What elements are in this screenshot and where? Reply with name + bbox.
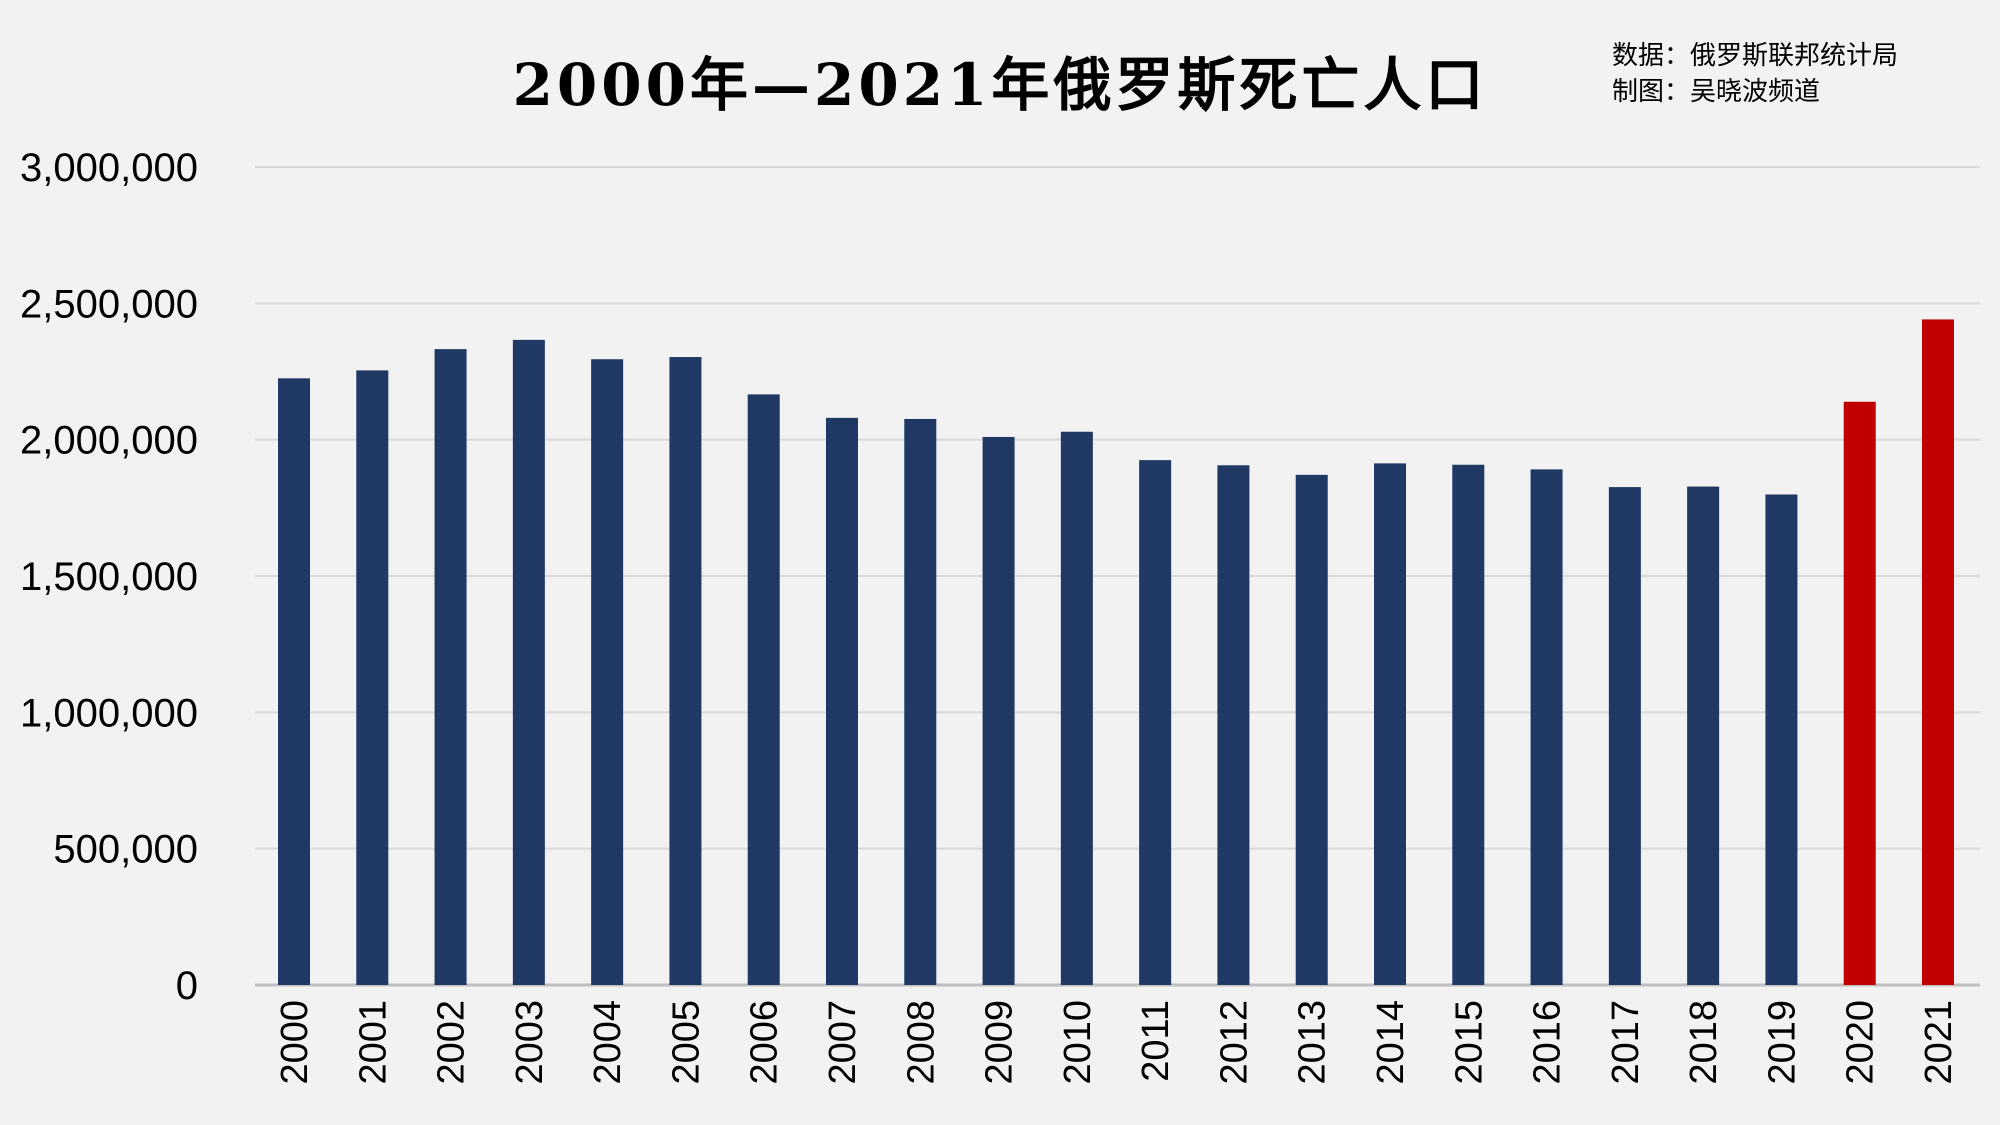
x-tick-label-2001: 2001: [352, 1000, 394, 1085]
bar-2011: [1139, 460, 1172, 985]
x-tick-label-2006: 2006: [744, 1000, 786, 1085]
bar-2003: [512, 339, 545, 985]
x-tick-label-2014: 2014: [1370, 1000, 1412, 1085]
bar-2007: [826, 417, 858, 985]
x-tick-label-2016: 2016: [1527, 1000, 1569, 1085]
y-tick-label: 2,500,000: [20, 282, 198, 326]
x-tick-label-2013: 2013: [1292, 1000, 1334, 1085]
bar-2012: [1217, 465, 1250, 985]
x-tick-label-2021: 2021: [1918, 1000, 1960, 1085]
source-line: 数据：俄罗斯联邦统计局: [1612, 41, 1899, 71]
x-tick-label-2009: 2009: [979, 1000, 1021, 1085]
x-tick-label-2012: 2012: [1213, 1000, 1255, 1085]
bar-2004: [591, 359, 624, 986]
y-tick-label: 1,500,000: [20, 555, 198, 599]
x-tick-label-2019: 2019: [1761, 1000, 1803, 1085]
x-tick-label-2007: 2007: [822, 1000, 864, 1085]
bar-2009: [982, 436, 1015, 985]
bar-2000: [278, 378, 310, 986]
y-tick-label: 2,000,000: [20, 419, 198, 463]
bar-2010: [1060, 431, 1093, 985]
chart-title: 2000年—2021年俄罗斯死亡人口: [512, 51, 1488, 119]
bars: [278, 319, 1954, 986]
x-tick-label-2015: 2015: [1448, 1000, 1490, 1085]
x-tick-label-2011: 2011: [1135, 1000, 1177, 1082]
x-tick-label-2005: 2005: [665, 1000, 707, 1085]
bar-2015: [1452, 464, 1485, 985]
x-axis-tick-labels: 2000 2001 2002 2003 2004 2005 2006 2007 2008 2009…: [274, 1000, 1960, 1085]
bar-2017: [1608, 487, 1641, 985]
bar-2008: [904, 418, 937, 986]
x-tick-label-2020: 2020: [1840, 1000, 1882, 1085]
x-tick-label-2002: 2002: [431, 1000, 473, 1085]
bar-2001: [356, 370, 389, 986]
bar-2018: [1687, 486, 1720, 985]
bar-2005: [669, 357, 702, 985]
source-note: 数据：俄罗斯联邦统计局 制图：吴晓波频道: [1612, 38, 1898, 110]
y-tick-label: 0: [176, 964, 198, 1008]
bar-2013: [1295, 474, 1328, 985]
bar-2002: [434, 349, 467, 985]
x-tick-label-2004: 2004: [587, 1000, 629, 1085]
y-tick-label: 500,000: [53, 828, 198, 872]
x-tick-label-2008: 2008: [900, 1000, 942, 1085]
author-line: 制图：吴晓波频道: [1612, 77, 1821, 107]
bar-2020: [1843, 401, 1876, 985]
bar-2021: [1922, 319, 1954, 985]
x-tick-label-2010: 2010: [1057, 1000, 1099, 1085]
bar-2014: [1374, 463, 1406, 985]
x-tick-label-2017: 2017: [1605, 1000, 1647, 1085]
x-tick-label-2000: 2000: [274, 1000, 316, 1085]
x-tick-label-2003: 2003: [509, 1000, 551, 1085]
y-tick-label: 3,000,000: [20, 146, 198, 190]
x-tick-label-2018: 2018: [1683, 1000, 1725, 1085]
bar-2019: [1765, 494, 1798, 985]
bar-2016: [1530, 469, 1563, 985]
y-axis-tick-labels: 0 500,000 1,000,000 1,500,000 2,000,000 2,500…: [20, 146, 198, 1008]
bar-2006: [747, 394, 780, 985]
y-tick-label: 1,000,000: [20, 691, 198, 735]
